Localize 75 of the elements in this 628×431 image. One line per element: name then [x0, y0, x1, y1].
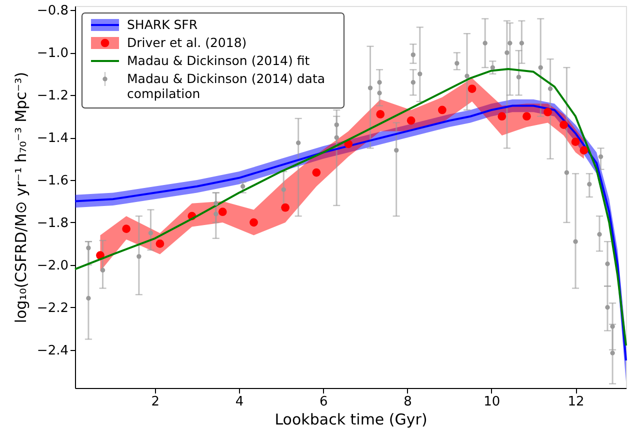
y-tick-label: −1.4 [36, 131, 68, 146]
x-tick-label: 6 [320, 394, 328, 410]
x-tick-label: 2 [151, 394, 160, 410]
point [334, 122, 339, 128]
point [597, 232, 602, 237]
point [376, 110, 385, 118]
point [538, 65, 543, 70]
point [454, 60, 460, 66]
x-axis-title: Lookback time (Gyr) [274, 410, 428, 428]
point [605, 305, 610, 310]
point [418, 72, 422, 76]
point [122, 224, 130, 234]
point [368, 86, 373, 90]
legend-label: SHARK SFR [127, 17, 198, 32]
point [508, 40, 512, 46]
point [580, 146, 588, 154]
point [100, 268, 106, 273]
point [544, 108, 552, 116]
point [377, 80, 382, 85]
legend-label: Driver et al. (2018) [127, 35, 247, 50]
point [522, 112, 531, 121]
y-tick-label: −1.6 [36, 174, 68, 189]
point [148, 230, 154, 236]
point [610, 324, 615, 329]
y-axis-title: log₁₀(CSFRD/M⊙ yr⁻¹ h₇₀⁻³ Mpc⁻³) [12, 72, 30, 324]
point [468, 84, 476, 93]
point [136, 254, 142, 259]
point [598, 154, 604, 160]
point [218, 208, 227, 216]
point [498, 112, 506, 121]
point [296, 140, 301, 146]
point [564, 170, 570, 175]
y-tick-label: −0.8 [36, 4, 68, 19]
x-tick-label: 8 [404, 394, 412, 410]
y-tick-label: −1.2 [36, 88, 68, 104]
point [281, 187, 286, 192]
point [610, 350, 615, 356]
point [410, 80, 416, 85]
point [394, 148, 399, 153]
point [605, 262, 610, 266]
point [490, 65, 496, 70]
point [281, 203, 290, 212]
x-tick-label: 4 [235, 394, 244, 410]
point [240, 184, 246, 189]
point [438, 106, 446, 114]
x-tick-label: 10 [484, 394, 500, 410]
point [86, 296, 91, 301]
legend-label: Madau & Dickinson (2014) data compilation [127, 71, 326, 101]
point [156, 240, 164, 248]
point [482, 40, 488, 46]
point [410, 52, 416, 58]
y-tick-label: −1.8 [36, 216, 68, 231]
point [504, 50, 510, 56]
point [86, 246, 91, 250]
point [406, 116, 416, 125]
point [214, 201, 218, 206]
y-tick-label: −2.2 [36, 300, 68, 316]
point [519, 40, 524, 46]
point [312, 168, 321, 177]
point [516, 74, 522, 80]
x-tick-label: 12 [568, 394, 584, 410]
point [464, 74, 470, 78]
legend-label: Madau & Dickinson (2014) fit [127, 53, 310, 68]
y-tick-label: −2.4 [36, 343, 68, 358]
point [571, 138, 580, 146]
point [560, 120, 568, 130]
y-tick-label: −1.0 [36, 46, 68, 62]
point [573, 239, 578, 244]
point [377, 90, 382, 96]
y-tick-label: −2.0 [36, 258, 68, 274]
point [587, 182, 592, 187]
point [250, 218, 258, 227]
point [214, 212, 218, 216]
point [334, 135, 339, 140]
point [548, 86, 553, 92]
